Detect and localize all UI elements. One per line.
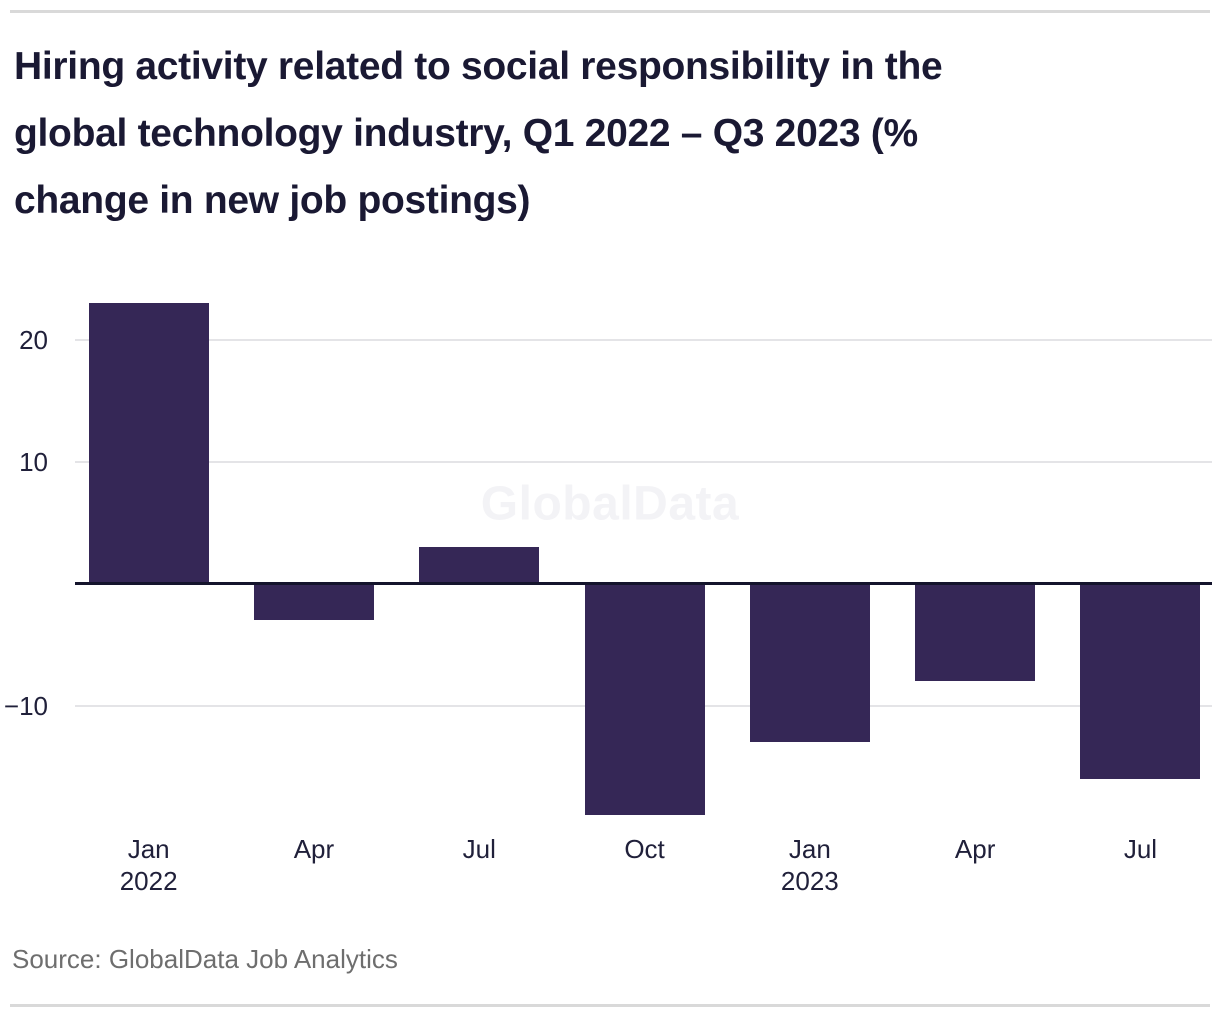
y-tick-label: −10: [3, 690, 48, 721]
bar-apr: [253, 583, 374, 621]
y-axis: 20 10 −10: [0, 303, 48, 818]
x-tick-label: Apr: [893, 833, 1058, 865]
chart-title-line-3: change in new job postings): [14, 179, 531, 222]
x-tick-label: Jan 2023: [727, 833, 892, 897]
bottom-divider: [10, 1004, 1210, 1007]
x-tick-label: Apr: [231, 833, 396, 865]
y-tick-label: 20: [19, 324, 48, 355]
x-tick-year: 2023: [780, 866, 839, 896]
source-caption: Source: GlobalData Job Analytics: [12, 944, 398, 974]
x-tick-month: Apr: [954, 834, 996, 864]
globaldata-watermark: GlobalData: [480, 477, 740, 531]
gridline-10: [75, 460, 1212, 463]
top-divider: [10, 10, 1210, 13]
gridline-20: [75, 338, 1212, 341]
bar-jan-2023: [749, 583, 870, 743]
bar-oct: [584, 583, 705, 816]
chart-title: Hiring activity related to social respon…: [14, 33, 1214, 234]
chart-title-line-1: Hiring activity related to social respon…: [14, 45, 943, 88]
x-tick-month: Jul: [1123, 834, 1158, 864]
x-tick-label: Jan 2022: [66, 833, 231, 897]
x-tick-label: Jul: [397, 833, 562, 865]
y-tick-label: 10: [19, 446, 48, 477]
x-tick-month: Oct: [624, 834, 665, 864]
chart-title-line-2: global technology industry, Q1 2022 – Q3…: [14, 112, 918, 155]
bar-jan-2022: [88, 303, 209, 584]
x-tick-month: Jan: [127, 834, 170, 864]
x-tick-year: 2022: [119, 866, 178, 896]
x-tick-label: Jul: [1058, 833, 1220, 865]
x-tick-month: Jul: [462, 834, 496, 864]
x-axis: Jan 2022 Apr Jul Oct Jan 2023 Apr Jul: [66, 833, 1220, 905]
plot-area: [75, 303, 1212, 818]
x-tick-month: Jan: [788, 834, 831, 864]
bar-jul: [1080, 583, 1201, 779]
zero-axis-line: [75, 582, 1212, 586]
bar-apr: [915, 583, 1036, 682]
x-tick-month: Apr: [293, 834, 335, 864]
bar-jul: [419, 547, 540, 584]
x-tick-label: Oct: [562, 833, 727, 865]
